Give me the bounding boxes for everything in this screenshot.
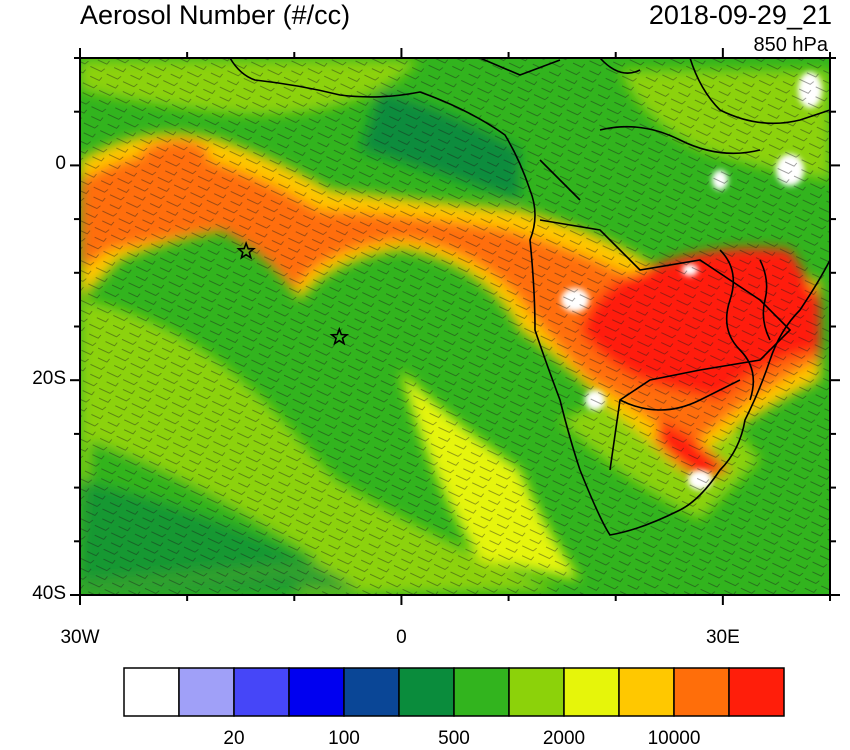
colorbar-box <box>673 667 730 717</box>
colorbar-box <box>728 667 785 717</box>
colorbar-label: 100 <box>328 728 360 749</box>
colorbar-label: 500 <box>438 728 470 749</box>
colorbar-box <box>178 667 235 717</box>
colorbar-box <box>123 667 180 717</box>
x-tick-label: 0 <box>396 627 407 648</box>
colorbar-box <box>233 667 290 717</box>
colorbar <box>123 667 785 717</box>
star-markers <box>236 241 350 346</box>
y-tick-label: 0 <box>55 153 66 175</box>
colorbar-label: 2000 <box>542 728 586 749</box>
star-marker-2 <box>329 326 350 346</box>
x-tick-label: 30W <box>60 627 100 648</box>
colorbar-box <box>618 667 675 717</box>
aerosol-field <box>80 58 830 595</box>
colorbar-box <box>398 667 455 717</box>
colorbar-label: 10000 <box>647 728 701 749</box>
pressure-level-label: 850 hPa <box>753 34 828 56</box>
colorbar-box <box>288 667 345 717</box>
x-tick-label: 30E <box>705 627 740 648</box>
y-tick-label: 40S <box>32 583 66 604</box>
datetime-label: 2018-09-29_21 <box>648 0 832 30</box>
y-tick-label: 20S <box>32 368 66 390</box>
wind-barbs <box>80 58 830 595</box>
colorbar-box <box>563 667 620 717</box>
colorbar-box <box>508 667 565 717</box>
axis-ticks <box>70 48 840 605</box>
coastlines <box>229 58 830 536</box>
colorbar-box <box>343 667 400 717</box>
star-marker-1 <box>236 241 256 260</box>
colorbar-box <box>453 667 510 717</box>
colorbar-label: 20 <box>223 728 245 749</box>
figure-title: Aerosol Number (#/cc) <box>80 0 351 30</box>
